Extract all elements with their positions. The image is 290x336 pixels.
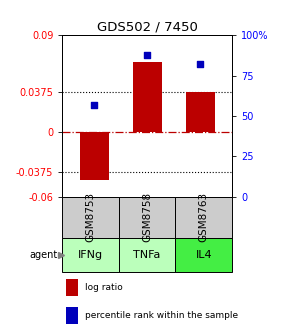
Bar	[175, 238, 232, 272]
Bar	[175, 197, 232, 238]
Bar	[62, 238, 119, 272]
Text: GSM8753: GSM8753	[86, 192, 96, 242]
Bar	[66, 307, 78, 324]
Bar	[66, 280, 78, 296]
Bar	[186, 92, 215, 132]
Text: percentile rank within the sample: percentile rank within the sample	[85, 311, 238, 320]
Text: IL4: IL4	[195, 250, 212, 260]
Bar	[62, 197, 119, 238]
Bar	[79, 132, 109, 180]
Bar	[133, 62, 162, 132]
Point	[92, 102, 97, 107]
Point	[145, 52, 150, 57]
Text: IFNg: IFNg	[78, 250, 103, 260]
Text: log ratio: log ratio	[85, 283, 122, 292]
Text: GSM8758: GSM8758	[142, 192, 152, 242]
Bar	[119, 238, 175, 272]
Text: GDS502 / 7450: GDS502 / 7450	[97, 20, 197, 34]
Text: TNFa: TNFa	[133, 250, 161, 260]
Text: agent: agent	[30, 250, 58, 260]
Bar	[119, 197, 175, 238]
Text: GSM8763: GSM8763	[199, 192, 209, 242]
Point	[198, 61, 202, 67]
